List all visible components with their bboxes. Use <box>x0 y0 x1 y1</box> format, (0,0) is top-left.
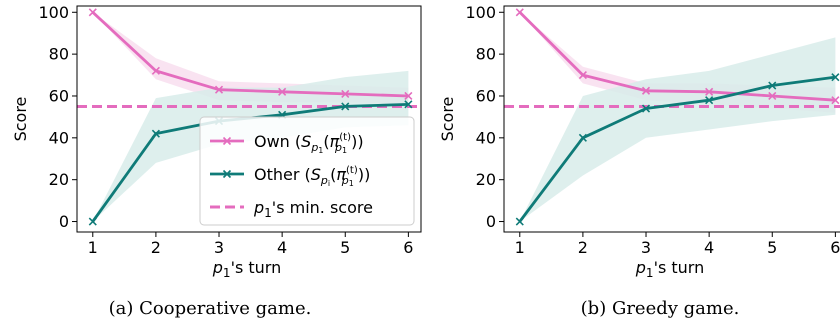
data-point-own <box>278 87 287 96</box>
legend-math-pi: π <box>330 132 340 151</box>
y-tick-label: 40 <box>476 128 496 147</box>
plot-frame <box>503 5 840 233</box>
y-tick-label: 0 <box>486 212 496 231</box>
legend-text: 's min. score <box>272 198 373 217</box>
legend-math-subsub: 1 <box>318 146 323 155</box>
figure-caption: (b) Greedy game. <box>581 298 740 319</box>
x-axis-label-p: p <box>635 258 646 277</box>
data-point-other <box>768 81 777 90</box>
data-point-other <box>404 100 413 109</box>
legend-label-other: Other (Spi(π(t) p1)) <box>254 165 370 188</box>
legend-math-p: p <box>253 198 264 217</box>
legend-label-own: Own (Sp1(π(t) p1)) <box>254 132 364 155</box>
x-tick-label: 5 <box>340 238 350 257</box>
legend-math-s: S <box>311 165 321 184</box>
legend-math-psub: 1 <box>264 206 272 220</box>
legend-math-pisubsub: 1 <box>342 146 347 155</box>
x-axis-label: p1's turn <box>212 258 281 280</box>
x-tick-label: 4 <box>277 238 287 257</box>
data-point-other <box>151 129 160 138</box>
legend-math-pisub: p <box>341 174 349 187</box>
data-point-own <box>151 66 160 75</box>
x-axis-label-sub: 1 <box>646 266 654 280</box>
legend-box <box>199 116 415 226</box>
data-point-own <box>831 96 840 105</box>
y-tick-label: 20 <box>476 170 496 189</box>
x-tick-label: 4 <box>704 238 714 257</box>
legend-text: Other ( <box>254 165 311 184</box>
y-tick-label: 100 <box>465 3 496 22</box>
x-tick-label: 1 <box>515 238 525 257</box>
series-line-other <box>518 75 836 223</box>
figure-caption: (a) Cooperative game. <box>109 298 312 319</box>
legend-math-subsub: i <box>328 179 330 188</box>
plot-frame <box>76 5 422 233</box>
y-tick-label: 0 <box>59 212 69 231</box>
data-point-own <box>515 8 524 17</box>
x-axis-label-p: p <box>212 258 223 277</box>
x-axis-label-rest: 's turn <box>654 258 705 277</box>
x-tick-label: 2 <box>151 238 161 257</box>
y-tick-label: 40 <box>49 128 69 147</box>
x-axis-label: p1's turn <box>635 258 704 280</box>
confidence-band-other <box>519 37 836 222</box>
data-point-own <box>88 8 97 17</box>
legend-math-pisub: p <box>334 141 342 154</box>
legend-text: )) <box>358 165 370 184</box>
data-point-own <box>578 70 587 80</box>
legend-math-sub: p <box>320 174 328 187</box>
legend-marker-other <box>222 169 232 179</box>
legend-math-pi: π <box>336 165 346 184</box>
x-axis-label-rest: 's turn <box>231 258 282 277</box>
x-axis-label-sub: 1 <box>223 266 231 280</box>
legend-label-min: p1's min. score <box>253 198 373 220</box>
data-point-other <box>705 96 714 105</box>
legend-text: Own ( <box>254 132 301 151</box>
data-point-own <box>214 85 224 94</box>
data-point-own <box>768 91 777 101</box>
legend-text: )) <box>351 132 363 151</box>
x-tick-label: 6 <box>403 238 413 257</box>
legend-text: ( <box>330 165 336 184</box>
y-axis-label: Score <box>438 97 457 142</box>
x-tick-label: 3 <box>641 238 651 257</box>
data-point-other <box>641 104 651 113</box>
legend-math-sub: p <box>310 141 318 154</box>
data-point-own <box>705 87 714 96</box>
data-point-own <box>641 86 651 95</box>
series-line-own <box>91 11 409 98</box>
data-point-other <box>88 217 97 226</box>
y-tick-label: 60 <box>49 86 69 105</box>
x-tick-label: 5 <box>767 238 777 257</box>
y-tick-label: 80 <box>476 45 496 64</box>
y-axis-label: Score <box>11 97 30 142</box>
data-point-other <box>515 217 524 226</box>
y-tick-label: 80 <box>49 45 69 64</box>
legend-math-sup: (t) <box>339 132 351 143</box>
legend: Own (Sp1(π(t) p1))Other (Spi(π(t) p1))p1's… <box>199 116 415 226</box>
data-point-other <box>578 133 587 142</box>
legend-math-sup: (t) <box>346 165 358 176</box>
y-tick-label: 100 <box>38 3 69 22</box>
y-tick-label: 60 <box>476 86 496 105</box>
data-point-own <box>404 91 413 101</box>
x-tick-label: 3 <box>214 238 224 257</box>
y-tick-label: 20 <box>49 170 69 189</box>
x-tick-label: 2 <box>578 238 588 257</box>
data-point-other <box>341 102 350 111</box>
legend-text: ( <box>323 132 329 151</box>
legend-math-s: S <box>301 132 311 151</box>
series-line-own <box>518 11 836 102</box>
confidence-band-own <box>92 12 409 105</box>
data-point-other <box>831 73 840 82</box>
legend-marker-own <box>222 136 232 146</box>
x-tick-label: 6 <box>830 238 840 257</box>
data-point-own <box>341 89 350 98</box>
x-tick-label: 1 <box>88 238 98 257</box>
legend-math-pisubsub: 1 <box>349 179 354 188</box>
